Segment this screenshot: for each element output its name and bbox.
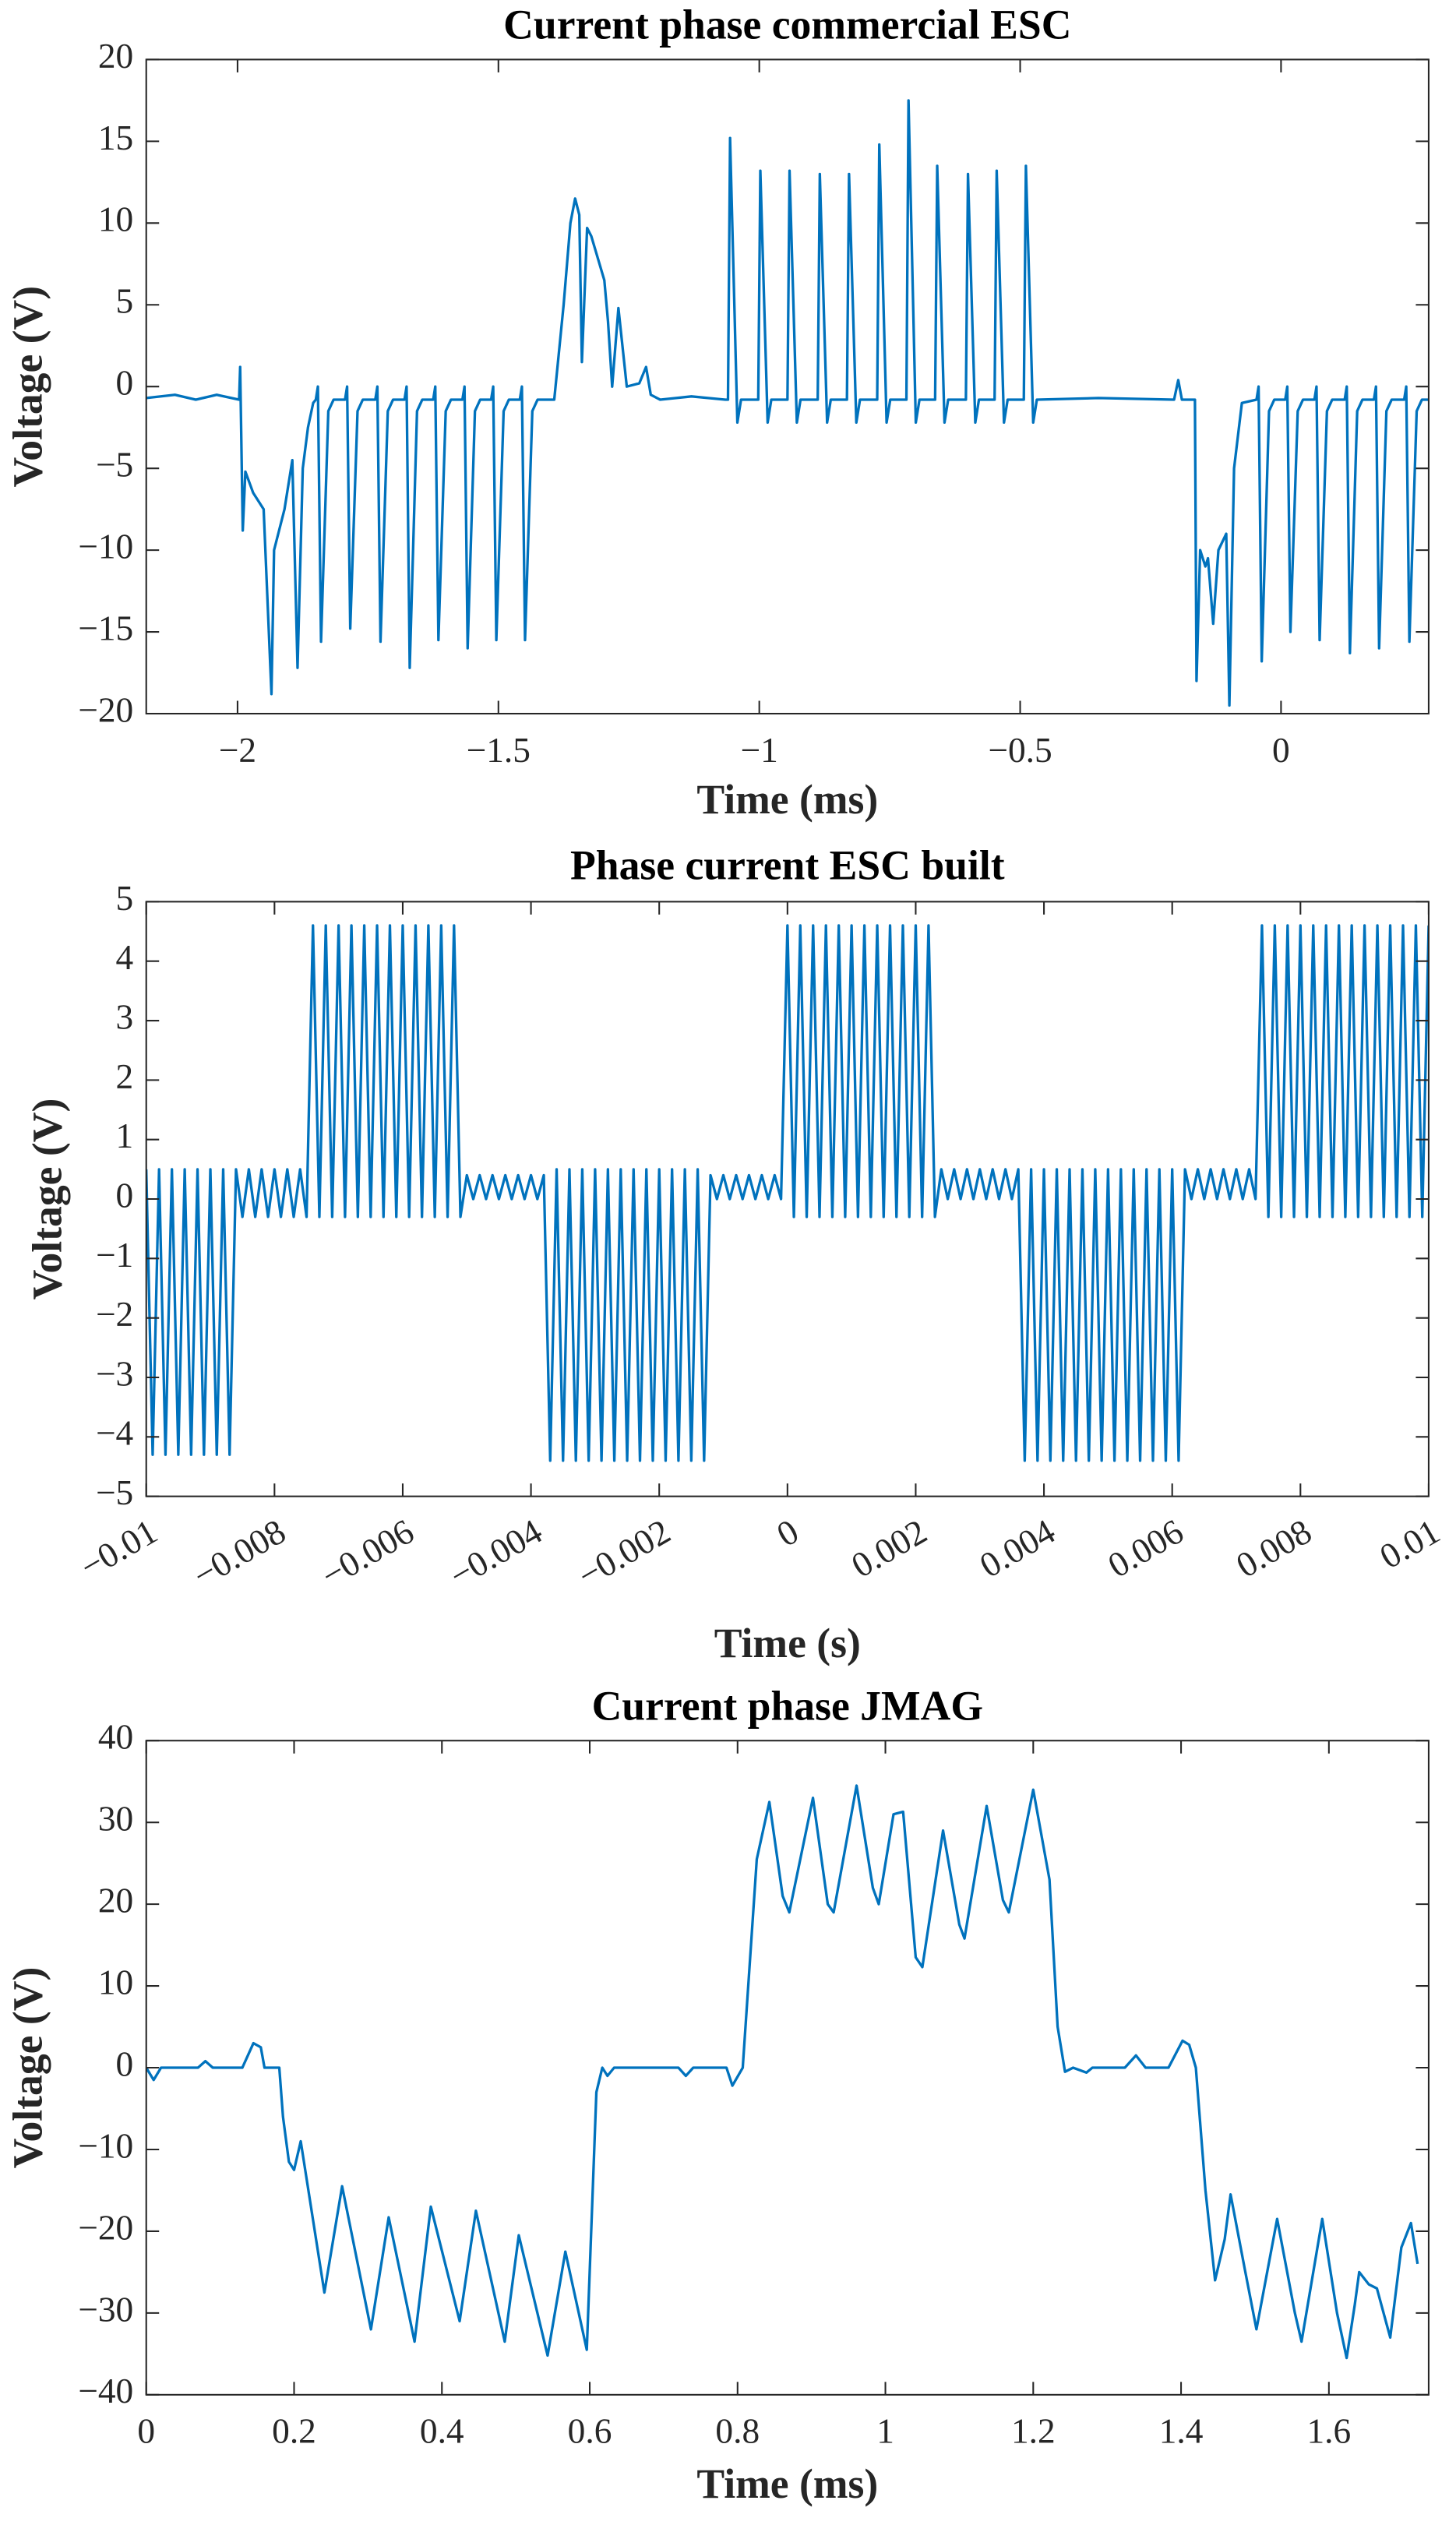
y-tick-label: 20 <box>98 37 133 76</box>
chart-title: Current phase commercial ESC <box>503 2 1071 48</box>
x-tick-label: 0 <box>770 1511 806 1554</box>
x-axis-label: Time (ms) <box>696 2460 878 2507</box>
x-tick-label: −0.004 <box>443 1511 549 1595</box>
y-tick-label: −15 <box>78 608 133 647</box>
y-tick-label: 5 <box>116 879 134 918</box>
x-tick-label: 1.2 <box>1011 2412 1056 2451</box>
y-tick-label: −20 <box>78 690 133 729</box>
x-tick-label: 0 <box>137 2412 155 2451</box>
y-tick-label: −10 <box>78 527 133 566</box>
y-tick-label: −5 <box>96 1473 133 1512</box>
y-tick-label: −40 <box>78 2372 133 2410</box>
x-tick-label: 0.004 <box>973 1511 1061 1585</box>
y-tick-label: −5 <box>96 446 133 485</box>
x-tick-label: 0.01 <box>1373 1511 1447 1576</box>
y-axis-label: Voltage (V) <box>5 286 51 488</box>
y-tick-label: 0 <box>116 2044 134 2083</box>
chart-title: Phase current ESC built <box>570 841 1005 888</box>
y-tick-label: 0 <box>116 364 134 403</box>
y-axis-label: Voltage (V) <box>23 1099 70 1300</box>
y-tick-label: 0 <box>116 1176 134 1215</box>
x-tick-label: 0.4 <box>420 2412 464 2451</box>
y-tick-label: 15 <box>98 118 133 157</box>
x-tick-label: −1 <box>741 731 778 770</box>
y-tick-label: −30 <box>78 2290 133 2329</box>
x-tick-label: −2 <box>219 731 256 770</box>
chart: −0.01 −0.008 −0.006 −0.004 −0.002 0 0.002 0.004… <box>23 841 1446 1666</box>
chart: −2 −1.5 −1 −0.5 0 −20 −15 −10 −5 0 5 10 15 20 Current … <box>5 2 1430 823</box>
x-tick-label: 0 <box>1272 731 1290 770</box>
data-line <box>146 99 1429 707</box>
x-tick-label: −0.002 <box>571 1511 677 1595</box>
data-line <box>146 1784 1419 2360</box>
y-tick-label: 20 <box>98 1881 133 1920</box>
x-tick-label: −0.01 <box>73 1511 164 1586</box>
x-tick-label: −0.006 <box>315 1511 421 1595</box>
x-tick-label: 1 <box>876 2412 894 2451</box>
y-tick-label: 10 <box>98 200 133 239</box>
y-tick-label: −3 <box>96 1354 133 1393</box>
y-tick-label: 1 <box>116 1116 134 1155</box>
x-tick-label: 0.002 <box>845 1511 933 1585</box>
data-group <box>146 1784 1419 2360</box>
x-tick-label: 1.4 <box>1159 2412 1204 2451</box>
data-line <box>146 924 1429 1462</box>
y-tick-label: −4 <box>96 1414 133 1453</box>
y-tick-label: −2 <box>96 1295 133 1334</box>
x-tick-label: −0.008 <box>186 1511 292 1595</box>
plot-area <box>146 901 1429 1497</box>
plot-area <box>146 1740 1429 2395</box>
x-tick-label: −1.5 <box>467 731 531 770</box>
chart: 0 0.2 0.4 0.6 0.8 1 1.2 1.4 1.6 −40 −30 −20 −10 0 10 20… <box>5 1682 1430 2507</box>
x-tick-label: 1.6 <box>1306 2412 1351 2451</box>
y-tick-label: −20 <box>78 2208 133 2247</box>
data-group <box>146 924 1429 1462</box>
y-tick-label: −1 <box>96 1236 133 1275</box>
y-tick-label: 10 <box>98 1963 133 2001</box>
x-tick-label: 0.6 <box>568 2412 612 2451</box>
x-tick-label: 0.8 <box>715 2412 760 2451</box>
y-tick-label: 2 <box>116 1057 134 1096</box>
x-tick-label: 0.006 <box>1102 1511 1190 1585</box>
data-group <box>146 99 1429 707</box>
y-tick-label: 30 <box>98 1800 133 1839</box>
x-axis-label: Time (ms) <box>696 776 878 823</box>
x-tick-label: 0.2 <box>272 2412 316 2451</box>
x-tick-label: −0.5 <box>988 731 1052 770</box>
y-tick-label: 3 <box>116 997 134 1036</box>
x-tick-label: 0.008 <box>1229 1511 1317 1585</box>
x-axis-label: Time (s) <box>714 1620 861 1666</box>
y-tick-label: 40 <box>98 1718 133 1757</box>
y-tick-label: −10 <box>78 2126 133 2165</box>
chart-title: Current phase JMAG <box>592 1682 983 1729</box>
y-tick-label: 4 <box>116 938 134 977</box>
y-axis-label: Voltage (V) <box>5 1967 51 2169</box>
y-tick-label: 5 <box>116 282 134 321</box>
